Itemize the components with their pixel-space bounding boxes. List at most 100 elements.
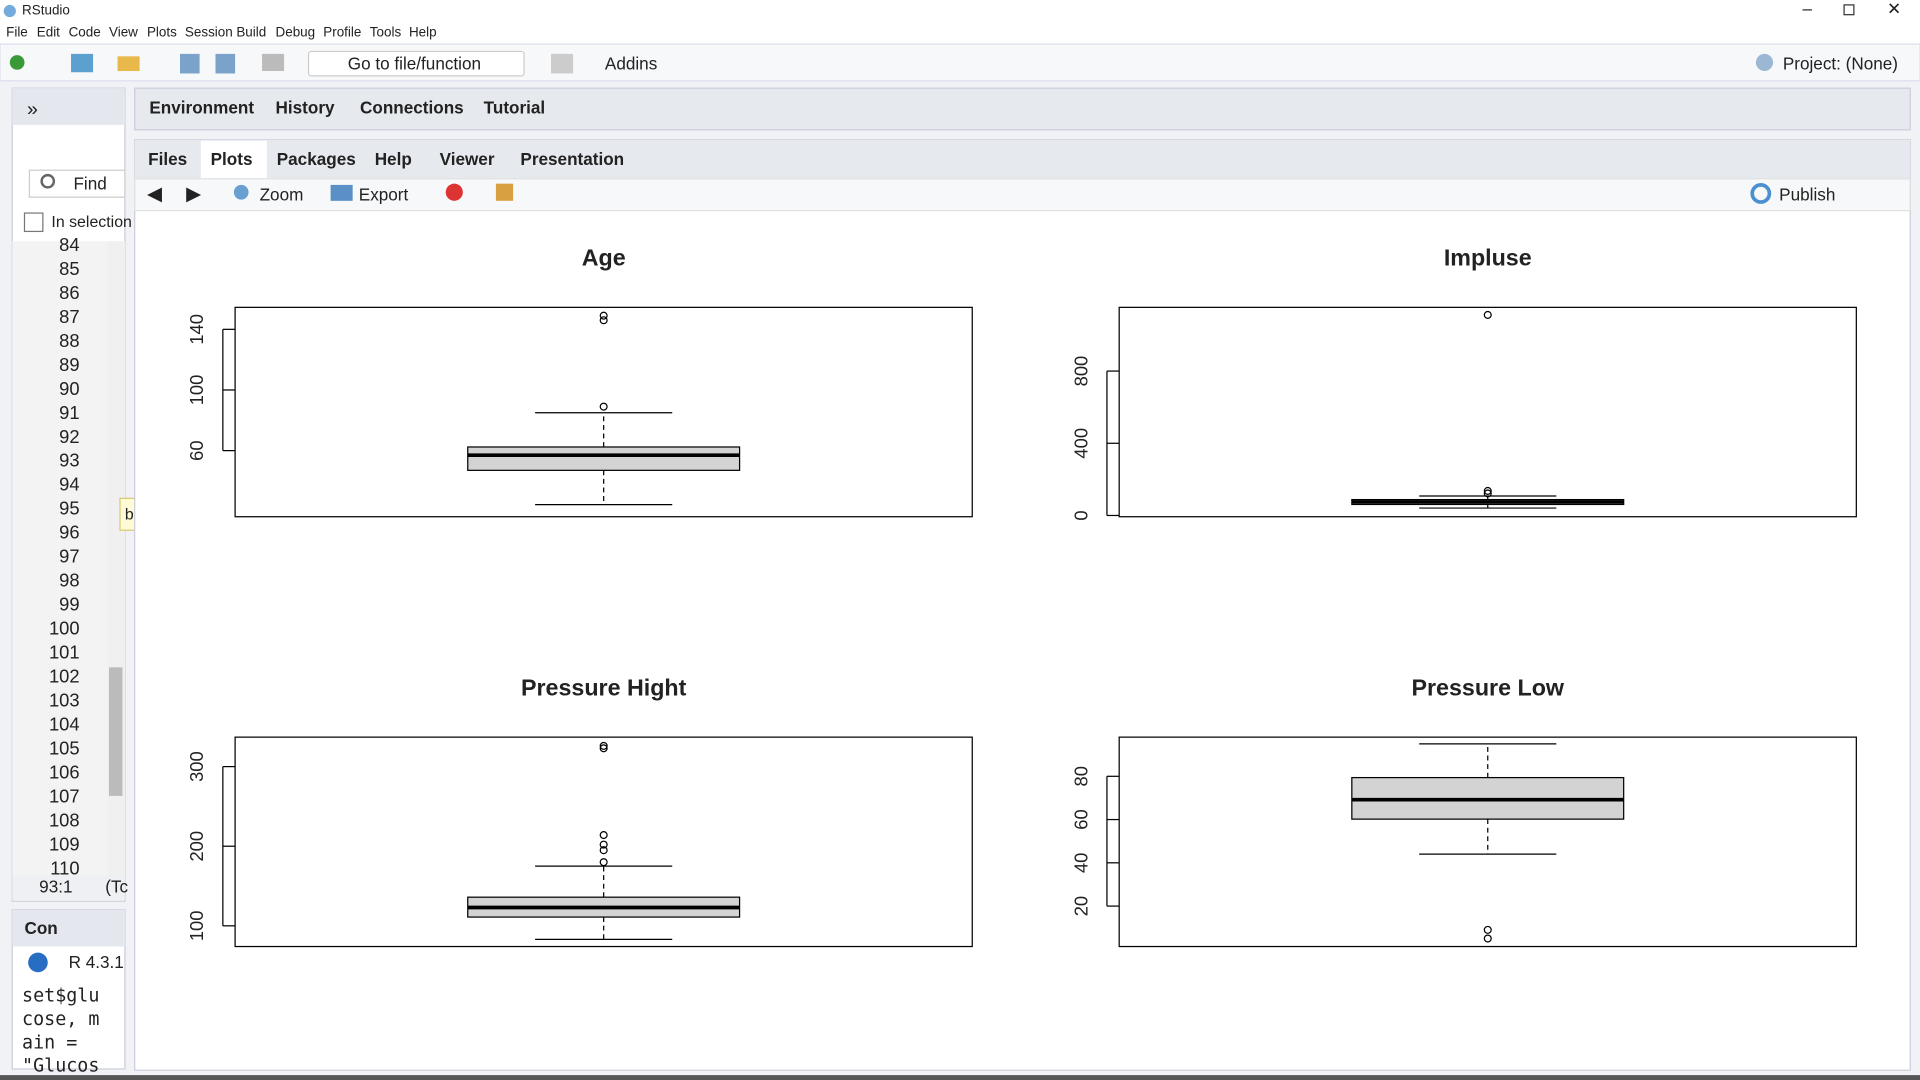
line-numbers: 84 85 86 87 88 89 90 91 92 93 94 95 96 97 98 99 100 101 10… (49, 234, 80, 878)
line-number: 92 (59, 426, 79, 447)
grid-layout[interactable] (551, 53, 574, 74)
files-tab[interactable]: Presentation (520, 149, 624, 169)
minimize[interactable]: – (1802, 0, 1812, 18)
scroll-thumb[interactable] (108, 667, 123, 796)
menu-item[interactable]: Profile (323, 25, 361, 40)
gutter (12, 241, 125, 876)
line-number: 101 (49, 642, 80, 663)
publish[interactable]: Publish (1779, 184, 1835, 204)
line-number: 96 (59, 522, 79, 543)
menu-item[interactable]: Edit (37, 25, 60, 40)
files-tab[interactable]: Packages (277, 149, 356, 169)
outlier (599, 402, 608, 411)
restore[interactable] (1843, 4, 1855, 16)
outlier (599, 858, 608, 867)
line-number: 107 (49, 785, 80, 806)
y-tick-label: 80 (1070, 766, 1091, 786)
outlier (599, 840, 608, 849)
outlier (599, 846, 608, 855)
back[interactable]: ◀ (147, 183, 163, 205)
y-tick-label: 140 (186, 314, 207, 345)
goto-placeholder: Go to file/function (348, 53, 481, 73)
line-number: 110 (50, 857, 79, 878)
menu-item[interactable]: Debug (276, 25, 316, 40)
console-line: "Glucos (22, 1056, 99, 1077)
plot-frame (234, 736, 973, 948)
line-number: 90 (59, 378, 79, 399)
outlier (1483, 934, 1492, 943)
y-tick-label: 100 (186, 911, 207, 942)
outlier (599, 316, 608, 325)
line-number: 102 (49, 666, 80, 687)
plot-title: Impluse (1444, 245, 1532, 271)
env-tab[interactable]: Connections (360, 98, 464, 118)
console-header (12, 909, 125, 947)
zoom[interactable]: Zoom (260, 184, 304, 204)
y-tick-label: 100 (186, 375, 207, 406)
y-tick-label: 60 (1070, 809, 1091, 829)
env-tab[interactable]: History (276, 98, 335, 118)
line-number: 100 (49, 618, 80, 639)
clear-plots[interactable] (495, 183, 514, 201)
env-pane (134, 87, 1911, 131)
y-tick-label: 800 (1070, 356, 1091, 387)
menu-item[interactable]: Build (236, 25, 266, 40)
in-selection-checkbox[interactable] (23, 212, 44, 233)
new-file[interactable] (9, 55, 25, 70)
save[interactable] (180, 53, 200, 74)
line-number: 103 (49, 690, 80, 711)
publish-icon (1750, 183, 1772, 204)
addins[interactable]: Addins (605, 53, 657, 73)
files-tab[interactable]: Help (375, 149, 412, 169)
menu-item[interactable]: Help (409, 25, 437, 40)
plot-title: Pressure Low (1412, 675, 1565, 701)
line-number: 98 (59, 570, 79, 591)
y-tick-label: 40 (1070, 853, 1091, 873)
main-toolbar (0, 43, 1920, 82)
menu-item[interactable]: Plots (147, 25, 177, 40)
project-icon (1755, 53, 1774, 72)
y-tick-label: 400 (1070, 428, 1091, 459)
console-line: cose, m (22, 1009, 99, 1030)
menu-item[interactable]: Tools (370, 25, 402, 40)
print[interactable] (262, 53, 285, 72)
line-number: 93 (59, 450, 79, 471)
save-all[interactable] (215, 53, 236, 74)
line-number: 87 (59, 306, 79, 327)
line-number: 84 (59, 234, 79, 255)
line-number: 85 (59, 258, 79, 279)
env-tab[interactable]: Environment (149, 98, 254, 118)
outlier (1483, 489, 1492, 498)
outlier (1483, 925, 1492, 934)
env-tab[interactable]: Tutorial (484, 98, 546, 118)
files-tab[interactable]: Viewer (440, 149, 495, 169)
menu-item[interactable]: Code (69, 25, 101, 40)
close[interactable]: ✕ (1887, 0, 1901, 18)
menu-item[interactable]: View (109, 25, 138, 40)
console-line: ain = (22, 1032, 77, 1053)
open-file[interactable] (117, 56, 140, 72)
outlier (1483, 310, 1492, 319)
project[interactable]: Project: (None) (1783, 53, 1898, 73)
status-bar (12, 875, 125, 900)
box (467, 446, 741, 471)
goto-box[interactable] (307, 50, 525, 77)
window-title: RStudio (22, 3, 70, 18)
plot-title: Pressure Hight (521, 675, 687, 701)
expand[interactable]: » (27, 98, 38, 120)
files-tab[interactable]: Plots (211, 149, 253, 169)
console-tab[interactable]: Con (24, 918, 57, 938)
forward[interactable]: ▶ (186, 183, 202, 205)
active-tab-bg (200, 140, 267, 179)
export[interactable]: Export (359, 184, 409, 204)
y-tick-label: 20 (1070, 896, 1091, 916)
plot-toolbar (134, 178, 1911, 212)
new-project[interactable] (71, 53, 94, 73)
export-icon (330, 184, 353, 201)
menu-item[interactable]: Session (185, 25, 233, 40)
menu-item[interactable]: File (6, 25, 28, 40)
files-tab[interactable]: Files (148, 149, 187, 169)
search-icon (40, 173, 56, 189)
remove-plot[interactable] (445, 183, 463, 201)
